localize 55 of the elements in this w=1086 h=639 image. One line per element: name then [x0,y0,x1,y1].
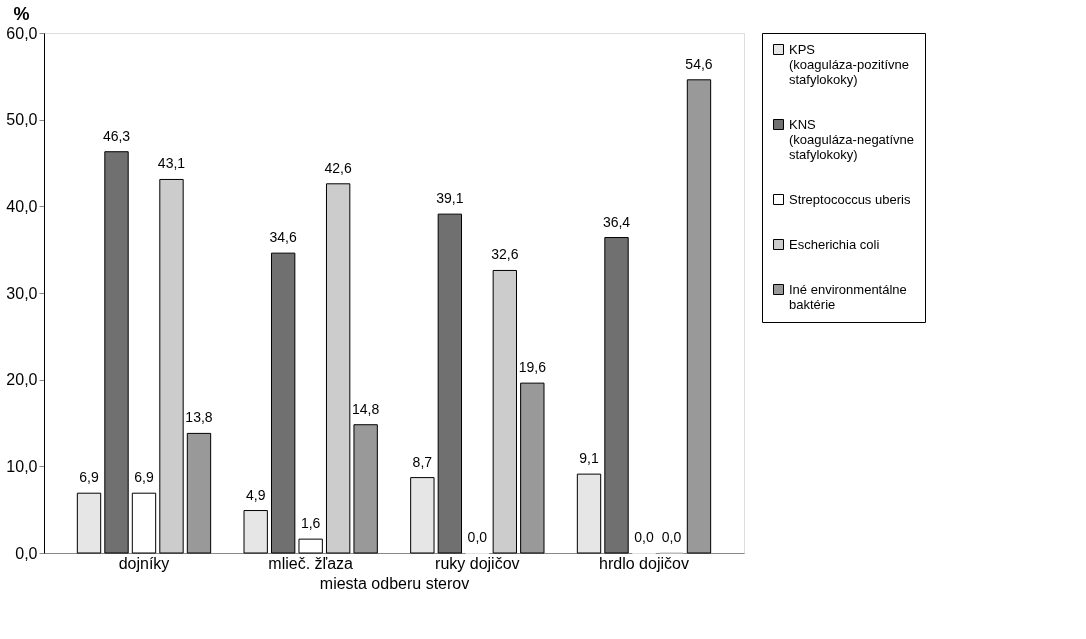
y-tick-label: 20,0 [6,371,38,389]
data-label: 43,1 [157,155,186,172]
data-label: 6,9 [79,469,99,486]
legend-label: KPS (koaguláza-pozitívne stafylokoky) [789,41,909,87]
bar [298,538,323,554]
data-label: 39,1 [436,190,464,207]
legend-label: KNS (koaguláza-negatívne stafylokoky) [789,116,915,162]
y-tick-label: 60,0 [6,24,38,42]
bar [686,79,712,554]
data-label: 42,6 [324,159,352,176]
bar [270,252,296,554]
data-label: 0,0 [467,529,488,545]
x-tick-label: mlieč. žľaza [268,554,354,572]
data-label: 36,4 [602,213,631,230]
x-tick-label: hrdlo dojičov [599,554,689,572]
bar [131,492,157,554]
bar [353,424,378,554]
bar [576,473,602,554]
y-tick-label: 10,0 [6,457,38,475]
bar [492,269,518,554]
x-tick-label: dojníky [118,554,170,572]
bar [520,382,545,554]
data-label: 13,8 [185,409,213,426]
y-tick-label: 50,0 [6,111,38,129]
bar [243,510,268,554]
data-label: 54,6 [685,55,713,72]
bar [325,183,351,554]
bar [410,477,435,554]
bar [604,237,629,554]
legend-label: Escherichia coli [789,236,880,252]
data-label: 0,0 [634,529,654,545]
data-label: 4,9 [245,486,266,503]
legend-label: Iné environmentálne baktérie [789,281,907,312]
bar [437,213,463,554]
data-label: 6,9 [134,469,154,486]
bar [186,432,212,554]
legend-label: Streptococcus uberis [789,191,911,207]
data-label: 14,8 [352,400,380,417]
data-label: 32,6 [491,246,519,263]
x-axis-title: miesta odberu sterov [319,574,470,592]
data-label: 46,3 [102,127,131,144]
bar [104,151,129,554]
data-label: 19,6 [518,359,547,376]
y-tick-label: 40,0 [6,197,38,215]
bar [159,178,184,554]
data-label: 34,6 [269,229,298,246]
y-tick-label: 0,0 [15,544,38,562]
data-label: 0,0 [661,529,682,545]
data-label: 9,1 [579,450,599,467]
y-axis-title: % [13,3,30,24]
x-tick-label: ruky dojičov [435,554,520,572]
data-label: 8,7 [412,453,433,470]
y-tick-label: 30,0 [6,284,38,302]
data-label: 1,6 [300,515,321,532]
bar [76,492,102,554]
